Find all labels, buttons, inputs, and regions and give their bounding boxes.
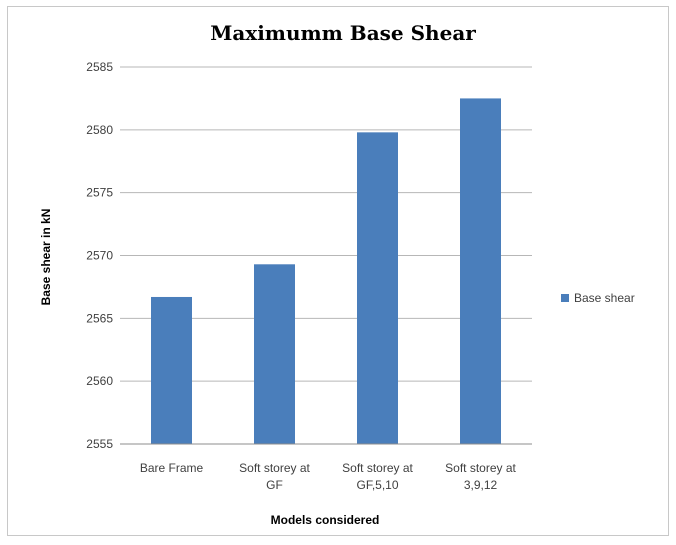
legend-swatch xyxy=(561,294,569,302)
x-category-label: Soft storey at xyxy=(239,461,310,475)
x-axis-title: Models considered xyxy=(271,513,380,527)
y-tick-label: 2555 xyxy=(86,437,113,451)
x-category-label: GF,5,10 xyxy=(356,478,398,492)
y-tick-label: 2580 xyxy=(86,123,113,137)
y-tick-label: 2560 xyxy=(86,374,113,388)
legend-label: Base shear xyxy=(574,291,635,305)
chart-title: Maximumm Base Shear xyxy=(210,21,476,45)
x-category-labels: Bare Frame Soft storey at GF Soft storey at… xyxy=(140,461,517,492)
bar xyxy=(460,98,501,445)
bar xyxy=(357,132,398,444)
x-category-label: Bare Frame xyxy=(140,461,204,475)
y-tick-label: 2565 xyxy=(86,311,113,325)
x-category-label: 3,9,12 xyxy=(464,478,498,492)
bar xyxy=(151,296,192,444)
chart-frame xyxy=(7,6,669,536)
y-tick-label: 2585 xyxy=(86,60,113,74)
y-axis-title: Base shear in kN xyxy=(39,209,53,306)
bar xyxy=(254,264,295,444)
y-tick-labels: 2555 2560 2565 2570 2575 2580 2585 xyxy=(86,60,113,451)
y-tick-label: 2570 xyxy=(86,249,113,263)
bars xyxy=(151,98,501,445)
legend: Base shear xyxy=(561,291,635,305)
y-tick-label: 2575 xyxy=(86,186,113,200)
x-category-label: GF xyxy=(266,478,283,492)
x-category-label: Soft storey at xyxy=(342,461,413,475)
x-category-label: Soft storey at xyxy=(445,461,516,475)
